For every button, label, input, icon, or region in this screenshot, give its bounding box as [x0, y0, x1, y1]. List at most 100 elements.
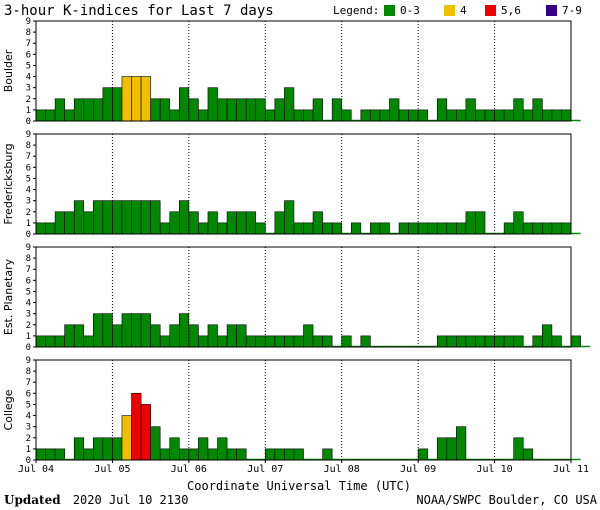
y-tick-label: 0: [26, 230, 31, 240]
bar-1-3: [64, 211, 75, 235]
x-tick-label: Jul 05: [94, 464, 130, 475]
y-tick-label: 8: [26, 141, 31, 151]
bar-2-23: [255, 335, 266, 348]
bar-0-31: [331, 98, 343, 122]
bar-0-22: [245, 98, 257, 122]
bar-2-20: [226, 324, 237, 348]
y-tick-label: 2: [26, 208, 31, 218]
legend-text-quiet: 0-3: [400, 4, 420, 17]
bar-1-44: [456, 222, 467, 235]
bar-1-8: [112, 200, 123, 235]
bar-0-46: [475, 109, 486, 122]
bar-0-9: [121, 76, 132, 122]
y-tick-label: 2: [26, 95, 31, 105]
bar-1-33: [350, 222, 362, 235]
bar-2-48: [494, 335, 505, 348]
bar-1-26: [284, 200, 295, 235]
bar-1-22: [245, 211, 257, 235]
x-tick-label: Jul 07: [247, 464, 283, 475]
bar-0-25: [274, 98, 285, 122]
bar-1-45: [465, 211, 476, 235]
bar-3-1: [45, 448, 56, 461]
bar-3-43: [446, 437, 457, 461]
bar-2-53: [542, 324, 553, 348]
bar-2-25: [274, 335, 285, 348]
bar-2-17: [198, 335, 209, 348]
bar-2-43: [446, 335, 457, 348]
bar-2-44: [456, 335, 467, 348]
bar-0-53: [542, 109, 553, 122]
bar-2-2: [54, 335, 65, 348]
bar-1-39: [408, 222, 419, 235]
bar-0-19: [217, 98, 228, 122]
bar-2-52: [532, 335, 543, 348]
bar-0-54: [551, 109, 562, 122]
y-tick-label: 0: [26, 117, 31, 127]
y-tick-label: 8: [26, 254, 31, 264]
legend-swatch-severe: [546, 5, 557, 16]
y-tick-label: 8: [26, 28, 31, 38]
bar-1-25: [274, 211, 285, 235]
bar-0-8: [112, 87, 123, 122]
bar-3-12: [150, 426, 161, 461]
y-tick-label: 4: [26, 73, 31, 83]
bar-1-23: [255, 222, 266, 235]
bar-0-48: [494, 109, 505, 122]
y-tick-label: 5: [26, 174, 31, 184]
bar-1-43: [446, 222, 457, 235]
bar-3-5: [83, 448, 94, 461]
y-tick-label: 1: [26, 106, 31, 116]
bar-1-51: [522, 222, 534, 235]
bar-2-1: [45, 335, 56, 348]
y-tick-label: 7: [26, 39, 31, 49]
bar-2-54: [551, 335, 562, 348]
updated-label: Updated: [4, 493, 61, 507]
bar-2-56: [570, 335, 581, 348]
panel-frame: [35, 359, 572, 461]
bar-1-0: [35, 222, 46, 235]
bar-0-40: [417, 109, 428, 122]
bar-0-23: [255, 98, 266, 122]
bar-1-29: [312, 211, 323, 235]
bar-2-21: [236, 324, 247, 348]
legend-text-severe: 7-9: [562, 4, 582, 17]
panel-name: Boulder: [2, 49, 15, 92]
bar-3-15: [179, 448, 190, 461]
bar-1-53: [542, 222, 553, 235]
bar-1-13: [159, 222, 171, 235]
bar-0-26: [284, 87, 295, 122]
y-tick-label: 1: [26, 219, 31, 229]
bar-3-18: [207, 448, 218, 461]
bar-0-47: [484, 109, 495, 122]
bar-3-13: [159, 448, 171, 461]
bar-2-12: [150, 324, 161, 348]
bar-0-50: [513, 98, 524, 122]
y-tick-label: 9: [26, 17, 31, 27]
bar-2-32: [341, 335, 352, 348]
bar-0-15: [179, 87, 190, 122]
y-tick-label: 3: [26, 310, 31, 320]
bar-1-15: [179, 200, 190, 235]
bar-1-40: [417, 222, 428, 235]
bar-2-45: [465, 335, 476, 348]
bar-2-47: [484, 335, 495, 348]
chart-title: 3-hour K-indices for Last 7 days: [4, 3, 274, 19]
source-credit: NOAA/SWPC Boulder, CO USA: [416, 493, 597, 507]
bar-0-35: [370, 109, 381, 122]
bar-3-10: [131, 393, 142, 461]
bar-0-11: [140, 76, 151, 122]
bar-0-51: [522, 109, 534, 122]
legend-swatch-storm: [485, 5, 496, 16]
bar-0-28: [303, 109, 314, 122]
bar-2-22: [245, 335, 257, 348]
y-tick-label: 9: [26, 243, 31, 253]
bar-0-52: [532, 98, 543, 122]
x-tick-label: Jul 06: [171, 464, 207, 475]
bar-3-14: [169, 437, 180, 461]
bar-3-24: [264, 448, 276, 461]
bar-0-10: [131, 76, 142, 122]
bar-3-7: [102, 437, 113, 461]
bar-1-41: [427, 222, 438, 235]
bar-1-16: [188, 211, 199, 235]
